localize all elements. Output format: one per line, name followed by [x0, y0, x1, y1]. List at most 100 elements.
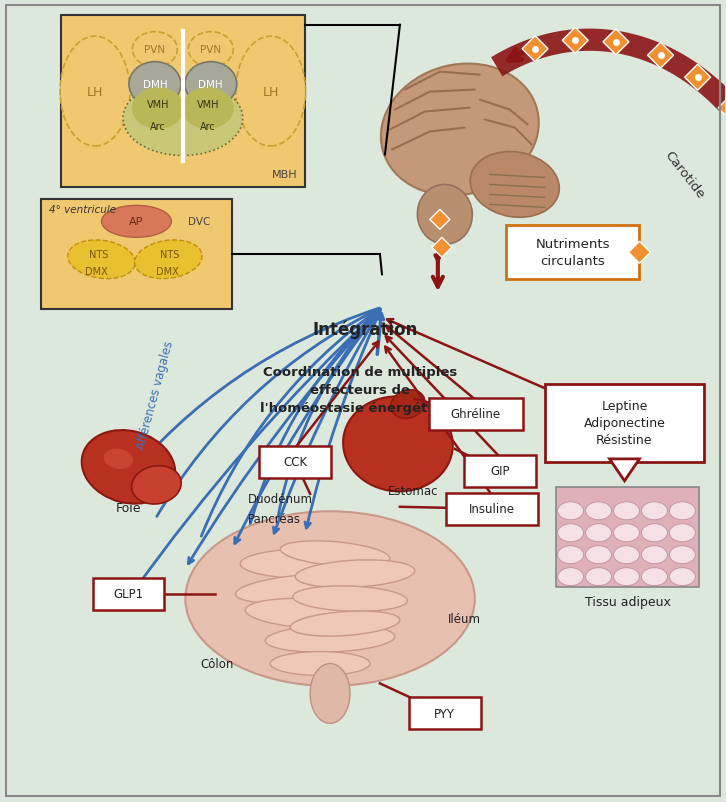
Text: GLP1: GLP1: [113, 587, 144, 601]
Ellipse shape: [417, 185, 473, 245]
Text: Pancréas: Pancréas: [248, 512, 301, 525]
Text: Intégration: Intégration: [312, 321, 417, 339]
Ellipse shape: [131, 466, 182, 504]
Text: DMH: DMH: [142, 80, 167, 90]
Ellipse shape: [185, 63, 237, 107]
Ellipse shape: [240, 549, 380, 579]
Ellipse shape: [613, 546, 640, 564]
Ellipse shape: [104, 449, 134, 469]
Ellipse shape: [586, 546, 611, 564]
Text: Leptine
Adiponectine
Résistine: Leptine Adiponectine Résistine: [584, 400, 666, 447]
Text: Arc: Arc: [150, 122, 166, 132]
Text: MBH: MBH: [272, 170, 297, 180]
Text: DMH: DMH: [198, 80, 223, 90]
Ellipse shape: [265, 625, 395, 652]
Text: Nutriments
circulants: Nutriments circulants: [535, 238, 610, 268]
Polygon shape: [685, 65, 711, 91]
FancyBboxPatch shape: [429, 399, 523, 431]
Ellipse shape: [586, 568, 611, 586]
Text: NTS: NTS: [160, 250, 179, 260]
Ellipse shape: [669, 568, 696, 586]
Text: PVN: PVN: [200, 45, 221, 55]
Text: Coordination de multiples
effecteurs de
l'homéostasie énergétique: Coordination de multiples effecteurs de …: [260, 365, 460, 414]
Ellipse shape: [381, 64, 539, 196]
Ellipse shape: [82, 431, 175, 504]
FancyBboxPatch shape: [259, 447, 331, 478]
Polygon shape: [563, 28, 588, 55]
Ellipse shape: [669, 546, 696, 564]
Ellipse shape: [280, 541, 390, 567]
Text: NTS: NTS: [89, 250, 108, 260]
Text: Insuline: Insuline: [469, 503, 515, 516]
Ellipse shape: [669, 502, 696, 520]
FancyBboxPatch shape: [464, 456, 536, 488]
Text: CCK: CCK: [283, 456, 307, 469]
Ellipse shape: [558, 525, 584, 542]
Ellipse shape: [642, 568, 667, 586]
Ellipse shape: [470, 152, 559, 218]
Text: Côlon: Côlon: [200, 657, 234, 670]
Ellipse shape: [391, 390, 425, 419]
Text: Ghréline: Ghréline: [451, 408, 501, 421]
Ellipse shape: [293, 586, 407, 612]
Ellipse shape: [132, 88, 184, 130]
Polygon shape: [522, 37, 548, 63]
Polygon shape: [610, 460, 640, 481]
Ellipse shape: [73, 32, 293, 162]
Text: 4° ventricule: 4° ventricule: [49, 205, 115, 215]
Ellipse shape: [60, 37, 130, 147]
Ellipse shape: [669, 525, 696, 542]
Text: VMH: VMH: [147, 100, 169, 110]
FancyBboxPatch shape: [506, 226, 640, 280]
FancyBboxPatch shape: [555, 488, 699, 587]
Ellipse shape: [290, 611, 400, 636]
Ellipse shape: [123, 82, 242, 156]
Text: Iléum: Iléum: [448, 612, 481, 626]
Ellipse shape: [613, 502, 640, 520]
Ellipse shape: [134, 241, 202, 279]
Text: Foie: Foie: [115, 501, 141, 514]
Text: DMX: DMX: [85, 267, 108, 277]
Text: Afférences vagales: Afférences vagales: [134, 339, 176, 450]
Ellipse shape: [295, 560, 415, 588]
Text: Duodénum: Duodénum: [248, 492, 313, 506]
Ellipse shape: [642, 546, 667, 564]
Text: VMH: VMH: [197, 100, 219, 110]
Ellipse shape: [102, 206, 171, 238]
FancyBboxPatch shape: [41, 200, 232, 310]
Ellipse shape: [185, 512, 475, 686]
Text: DMX: DMX: [156, 267, 179, 277]
FancyBboxPatch shape: [409, 698, 481, 730]
Ellipse shape: [188, 33, 233, 67]
Ellipse shape: [558, 502, 584, 520]
Ellipse shape: [68, 241, 135, 279]
Text: LH: LH: [263, 86, 279, 99]
Text: PYY: PYY: [434, 707, 455, 720]
Ellipse shape: [270, 652, 370, 675]
Ellipse shape: [586, 502, 611, 520]
Ellipse shape: [586, 525, 611, 542]
Ellipse shape: [310, 664, 350, 723]
Ellipse shape: [558, 568, 584, 586]
Ellipse shape: [132, 33, 177, 67]
Text: Arc: Arc: [200, 122, 216, 132]
Text: PVN: PVN: [144, 45, 166, 55]
Polygon shape: [603, 30, 629, 55]
Polygon shape: [430, 210, 450, 230]
Text: LH: LH: [87, 86, 103, 99]
FancyBboxPatch shape: [446, 493, 538, 525]
Text: AP: AP: [129, 217, 144, 227]
Polygon shape: [629, 242, 650, 264]
Ellipse shape: [613, 568, 640, 586]
Polygon shape: [648, 43, 674, 69]
Polygon shape: [432, 238, 452, 258]
Polygon shape: [718, 95, 726, 122]
Text: Carotide: Carotide: [662, 149, 707, 201]
FancyBboxPatch shape: [92, 578, 164, 610]
Text: GIP: GIP: [490, 465, 510, 478]
Ellipse shape: [642, 502, 667, 520]
Ellipse shape: [236, 37, 306, 147]
Ellipse shape: [558, 546, 584, 564]
Ellipse shape: [245, 598, 385, 630]
Text: DVC: DVC: [188, 217, 211, 227]
